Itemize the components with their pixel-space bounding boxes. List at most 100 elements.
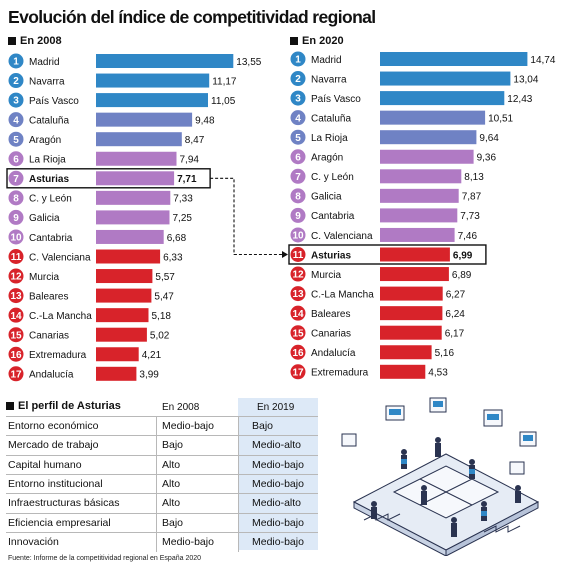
rank-number: 15	[10, 330, 22, 341]
category-label: Cataluña	[29, 115, 69, 126]
bar	[380, 110, 486, 125]
chart-2020: 1 Madrid 14,74 2 Navarra 13,04 3 País Vasco 12,4…	[288, 51, 556, 380]
table-row: Mercado de trabajo Bajo Medio-alto	[6, 435, 318, 456]
source-note: Fuente: Informe de la competitividad reg…	[8, 555, 202, 562]
rank-badge	[290, 168, 306, 184]
rank-number: 10	[292, 231, 304, 242]
column-divider	[238, 455, 239, 475]
rank-number: 13	[292, 289, 304, 300]
rank-badge	[290, 149, 306, 165]
column-divider	[156, 532, 157, 552]
rank-badge	[290, 325, 306, 341]
row-label: Innovación	[8, 535, 59, 548]
value-label: 11,05	[211, 96, 236, 107]
bar	[380, 306, 443, 321]
rank-badge	[8, 249, 24, 264]
category-label: C. y León	[29, 194, 72, 205]
category-label: La Rioja	[311, 133, 348, 144]
rank-badge	[8, 190, 24, 206]
category-label: Madrid	[29, 57, 60, 68]
rank-number: 4	[295, 113, 301, 124]
square-bullet-icon	[290, 37, 298, 45]
table-row: Entorno económico Medio-bajo Bajo	[6, 416, 318, 436]
rank-number: 4	[13, 115, 19, 126]
category-label: Navarra	[29, 76, 65, 87]
highlight-box	[288, 244, 487, 265]
category-label: Extremadura	[311, 368, 369, 379]
bar	[96, 288, 152, 303]
rank-badge	[290, 207, 306, 223]
category-label: Cantabria	[29, 233, 73, 244]
column-divider	[238, 417, 239, 436]
value-2008: Alto	[162, 458, 181, 471]
rank-number: 9	[295, 211, 301, 222]
value-label: 14,74	[530, 55, 555, 66]
bar	[96, 132, 182, 147]
column-divider	[238, 474, 239, 494]
rank-number: 16	[292, 348, 304, 359]
rank-badge	[8, 92, 24, 108]
table-row: Innovación Medio-bajo Medio-bajo	[6, 531, 318, 552]
value-2008: Bajo	[162, 516, 184, 529]
value-2019: Medio-bajo	[252, 458, 304, 471]
value-label: 7,94	[180, 155, 200, 166]
ranking-charts: 1 Madrid 13,55 2 Navarra 11,17 3 País Vasco 11,0…	[6, 51, 556, 382]
bar	[380, 188, 459, 203]
table-row: Capital humano Alto Medio-bajo	[6, 454, 318, 475]
value-label: 5,47	[154, 291, 174, 302]
value-label: 6,68	[167, 233, 187, 244]
rank-badge	[290, 364, 306, 380]
column-divider	[156, 436, 157, 456]
chart-2020-header: En 2020	[290, 35, 344, 47]
column-divider	[156, 474, 157, 494]
value-label: 5,18	[152, 311, 172, 322]
value-label: 7,87	[462, 192, 482, 203]
value-label: 9,64	[479, 133, 499, 144]
value-2008: Medio-bajo	[162, 535, 214, 548]
rank-badge	[8, 112, 24, 128]
bar	[380, 345, 432, 360]
bar	[96, 112, 193, 127]
rank-badge	[290, 344, 306, 360]
rank-number: 6	[13, 154, 19, 165]
rank-number: 10	[10, 233, 22, 244]
bar	[380, 91, 505, 106]
value-label: 5,02	[150, 331, 170, 342]
value-label: 6,24	[445, 309, 465, 320]
rank-badge	[8, 73, 24, 89]
rank-badge	[290, 71, 306, 87]
bar	[96, 190, 171, 205]
rank-badge	[8, 209, 24, 225]
row-label: Eficiencia empresarial	[8, 516, 111, 529]
row-label: Capital humano	[8, 458, 82, 471]
category-label: La Rioja	[29, 155, 66, 166]
rank-badge	[8, 229, 24, 245]
category-label: Navarra	[311, 74, 347, 85]
rank-number: 13	[10, 291, 22, 302]
rank-badge	[290, 286, 306, 302]
rank-badge	[290, 188, 306, 204]
category-label: Baleares	[29, 291, 68, 302]
rank-badge	[8, 151, 24, 167]
rank-number: 2	[295, 74, 301, 85]
value-label: 13,55	[236, 57, 261, 68]
value-label: 6,27	[446, 289, 466, 300]
table-row: Eficiencia empresarial Bajo Medio-bajo	[6, 512, 318, 533]
connector-line	[210, 177, 283, 256]
bar	[96, 54, 234, 68]
value-label: 9,48	[195, 115, 215, 126]
category-label: Cataluña	[311, 113, 351, 124]
rank-badge	[290, 227, 306, 243]
category-label: Asturias	[311, 250, 351, 261]
bar	[380, 247, 450, 262]
chart-2008-header: En 2008	[8, 35, 62, 47]
rank-number: 5	[295, 133, 301, 144]
chart-2020-title: En 2020	[302, 35, 344, 47]
rank-number: 12	[10, 272, 22, 283]
bar	[96, 93, 208, 108]
page-title: Evolución del índice de competitividad r…	[8, 7, 376, 27]
category-label: Canarias	[311, 329, 351, 340]
rank-badge	[8, 327, 24, 343]
value-label: 8,13	[464, 172, 484, 183]
rank-number: 17	[10, 369, 22, 380]
